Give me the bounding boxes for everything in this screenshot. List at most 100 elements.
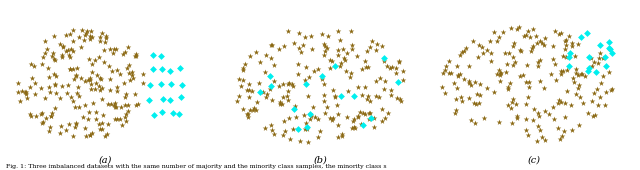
Point — [522, 64, 532, 67]
Point — [269, 133, 279, 136]
Point — [508, 64, 518, 67]
Point — [560, 115, 570, 118]
Point — [356, 67, 367, 70]
Point — [301, 83, 311, 86]
Point — [561, 39, 571, 41]
Point — [512, 28, 522, 30]
Point — [255, 91, 266, 94]
Point — [325, 58, 335, 61]
Point — [503, 85, 513, 88]
Point — [121, 120, 131, 123]
Point — [253, 82, 264, 84]
Point — [49, 106, 60, 109]
Point — [492, 39, 502, 42]
Point — [269, 64, 279, 66]
Point — [95, 40, 105, 42]
Point — [96, 77, 106, 80]
Point — [387, 66, 397, 69]
Point — [118, 53, 128, 56]
Point — [482, 49, 492, 52]
Point — [131, 55, 141, 57]
Point — [474, 94, 484, 97]
Point — [312, 136, 323, 139]
Point — [156, 54, 166, 57]
Point — [604, 41, 614, 43]
Point — [44, 130, 54, 132]
Point — [343, 90, 353, 93]
Point — [560, 48, 570, 50]
Point — [252, 101, 262, 104]
Point — [554, 126, 564, 129]
Point — [598, 57, 608, 59]
Point — [78, 115, 88, 118]
Point — [360, 113, 370, 116]
Point — [44, 86, 54, 88]
Point — [85, 133, 95, 136]
Point — [482, 86, 492, 89]
Point — [307, 115, 317, 118]
Point — [36, 122, 47, 124]
Point — [549, 117, 559, 120]
Point — [56, 85, 67, 88]
Point — [484, 40, 495, 42]
Point — [564, 56, 574, 58]
Point — [337, 133, 348, 135]
Point — [385, 94, 396, 96]
Point — [494, 69, 504, 72]
Point — [469, 80, 479, 83]
Point — [554, 98, 564, 101]
Point — [63, 84, 73, 87]
Point — [81, 134, 91, 137]
Point — [69, 78, 79, 81]
Point — [133, 103, 143, 106]
Point — [394, 60, 404, 63]
Point — [559, 102, 570, 104]
Point — [328, 117, 339, 120]
Point — [532, 41, 542, 44]
Point — [568, 76, 578, 79]
Point — [601, 91, 611, 93]
Point — [61, 129, 71, 131]
Point — [488, 91, 499, 93]
Point — [280, 45, 290, 47]
Point — [243, 116, 253, 118]
Text: (b): (b) — [313, 155, 327, 164]
Point — [466, 119, 476, 122]
Point — [288, 128, 298, 130]
Point — [76, 45, 86, 48]
Point — [582, 32, 592, 35]
Point — [554, 33, 564, 35]
Point — [436, 86, 447, 89]
Point — [156, 82, 166, 85]
Point — [24, 86, 35, 89]
Point — [362, 50, 372, 53]
Point — [357, 94, 367, 96]
Point — [266, 85, 276, 88]
Point — [506, 27, 516, 30]
Point — [328, 88, 338, 91]
Point — [330, 64, 340, 67]
Point — [99, 49, 109, 52]
Point — [51, 75, 61, 78]
Point — [563, 90, 573, 92]
Point — [83, 79, 93, 82]
Point — [440, 68, 450, 71]
Point — [571, 93, 581, 96]
Point — [498, 31, 508, 34]
Point — [17, 90, 27, 92]
Point — [127, 71, 137, 74]
Point — [529, 108, 539, 110]
Point — [502, 62, 512, 65]
Point — [83, 118, 93, 121]
Point — [237, 79, 248, 82]
Point — [595, 44, 605, 46]
Point — [533, 111, 543, 114]
Point — [556, 101, 566, 103]
Point — [371, 49, 381, 52]
Point — [131, 53, 141, 56]
Point — [511, 102, 521, 105]
Point — [56, 125, 66, 128]
Point — [85, 77, 95, 80]
Point — [76, 77, 86, 79]
Point — [337, 134, 347, 137]
